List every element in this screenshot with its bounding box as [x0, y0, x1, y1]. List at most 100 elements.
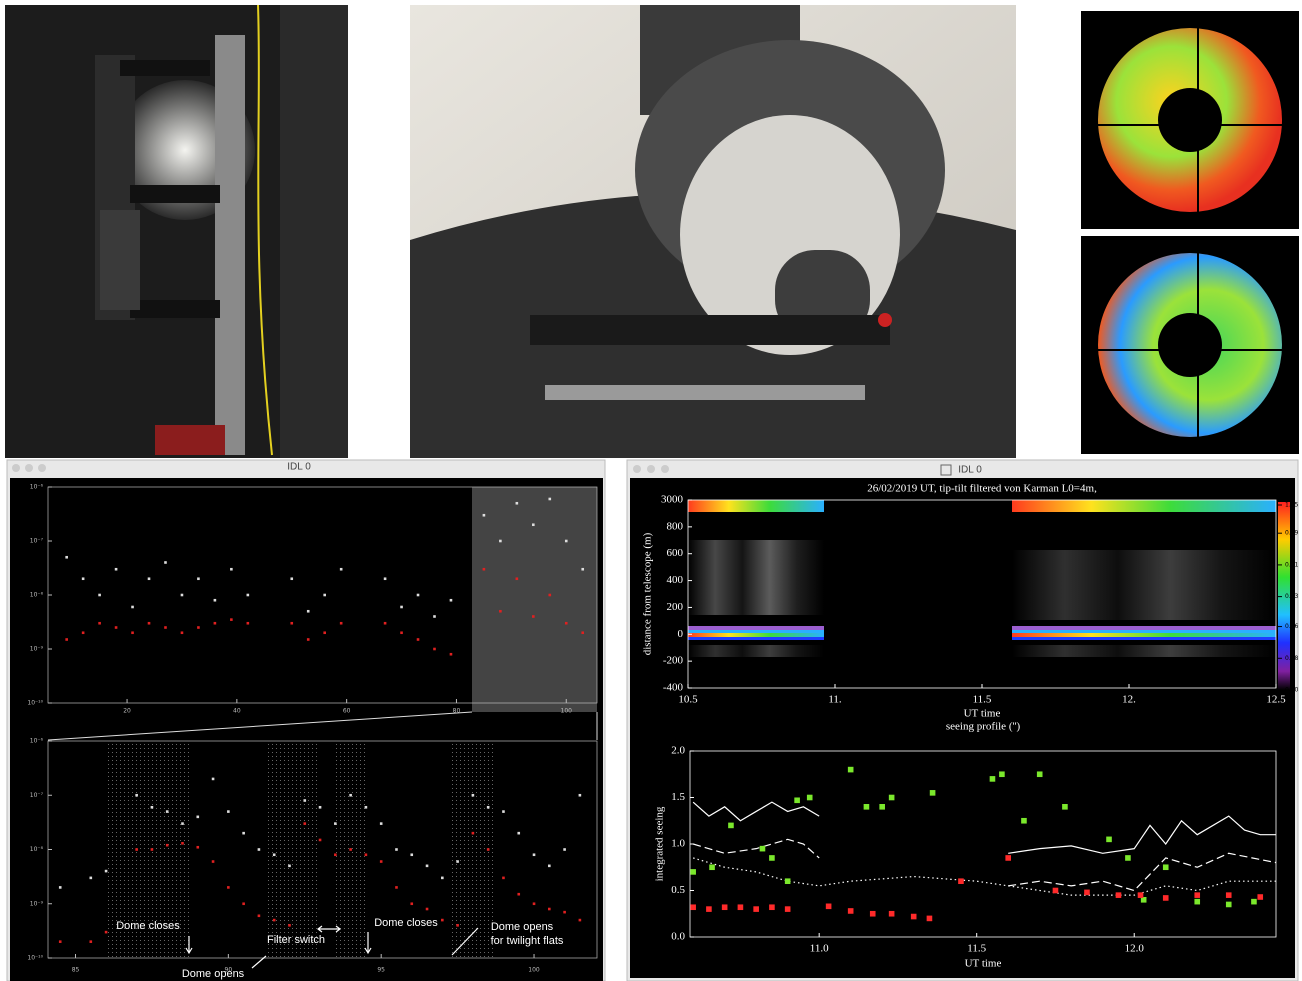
data-point	[721, 904, 728, 911]
data-point	[364, 853, 368, 857]
x-tick-label: 12.5	[1266, 694, 1286, 706]
x-axis-label: UT time	[964, 708, 1001, 720]
data-point	[926, 915, 933, 922]
data-point	[410, 902, 414, 906]
data-point	[486, 848, 490, 851]
window-title: IDL 0	[958, 465, 982, 476]
data-point	[502, 876, 505, 880]
annotation: Dome opens	[182, 968, 245, 980]
data-point	[104, 869, 108, 873]
data-point	[769, 904, 775, 911]
data-point	[211, 777, 215, 781]
data-point	[1162, 895, 1169, 901]
data-point	[1106, 836, 1112, 843]
data-point	[150, 805, 154, 809]
data-point	[1036, 771, 1043, 778]
photo-telescope	[410, 5, 1016, 458]
data-point	[98, 593, 101, 597]
data-point	[1062, 804, 1068, 810]
data-point	[400, 631, 403, 635]
data-point	[334, 853, 337, 857]
data-point	[230, 567, 233, 571]
x-tick-label: 100	[561, 708, 573, 715]
data-point	[150, 848, 154, 851]
colorbar	[1278, 502, 1290, 690]
x-tick-label: 11.0	[810, 943, 829, 955]
x-tick-label: 11.5	[967, 943, 986, 955]
data-point	[532, 853, 536, 857]
data-point	[433, 615, 436, 618]
data-point	[1084, 889, 1090, 896]
data-point	[441, 876, 444, 880]
colorbar-tick-label: 0.71	[1285, 561, 1299, 568]
data-point	[131, 631, 134, 635]
data-point	[213, 621, 217, 625]
data-point	[564, 539, 568, 543]
x-tick-label: 20	[123, 708, 131, 715]
data-point	[958, 878, 964, 884]
data-point	[1194, 892, 1201, 898]
data-point	[989, 776, 996, 782]
data-point	[227, 886, 230, 889]
data-point	[563, 910, 566, 914]
data-point	[339, 567, 343, 571]
idl-window-right: IDL 0	[626, 459, 1299, 981]
data-point	[888, 910, 895, 917]
data-point	[98, 621, 101, 625]
data-point	[257, 848, 261, 851]
data-point	[416, 593, 420, 597]
data-point	[196, 815, 200, 819]
data-point	[563, 848, 566, 851]
data-point	[334, 822, 337, 825]
data-point	[290, 577, 294, 581]
colorbar-tick-label: 1.05	[1285, 502, 1299, 509]
x-tick-label: 95	[377, 967, 385, 974]
y-axis-label: distance from telescope (m)	[642, 532, 654, 655]
annotation: Filter switch	[267, 934, 325, 946]
y-tick-label: 600	[667, 547, 684, 559]
data-point	[383, 577, 387, 581]
data-point	[197, 626, 200, 629]
chart-title: seeing profile ('')	[946, 721, 1021, 733]
data-point	[65, 555, 68, 559]
data-point	[410, 853, 414, 857]
data-point	[165, 810, 169, 813]
data-point	[272, 853, 276, 857]
x-tick-label: 90	[225, 967, 233, 974]
data-point	[81, 577, 85, 581]
data-point	[196, 845, 200, 849]
y-tick-label: 10⁻¹⁰	[27, 955, 43, 962]
data-point	[728, 822, 734, 829]
data-point	[737, 904, 744, 911]
data-point	[456, 860, 459, 863]
data-point	[482, 513, 486, 517]
y-tick-label: 10⁻⁶	[30, 738, 44, 745]
y-tick-label: 0	[678, 628, 684, 640]
x-tick-label: 85	[72, 967, 80, 974]
idl-window-left: IDL 0	[6, 459, 606, 981]
data-point	[213, 598, 217, 602]
data-point	[230, 618, 233, 621]
data-point	[147, 577, 151, 581]
data-point	[794, 797, 800, 804]
data-point	[272, 918, 276, 922]
data-point	[197, 577, 200, 581]
data-point	[246, 593, 250, 597]
data-point	[181, 842, 184, 845]
data-point	[1115, 892, 1122, 898]
data-point	[999, 771, 1005, 778]
data-point	[1194, 898, 1201, 905]
data-point	[869, 910, 876, 917]
colorbar-tick-label: 0.89	[1285, 530, 1299, 537]
data-point	[395, 848, 398, 851]
data-point	[81, 631, 85, 635]
data-point	[1225, 892, 1232, 898]
data-point	[1052, 887, 1059, 894]
x-tick-label: 12.0	[1125, 943, 1145, 955]
data-point	[165, 843, 169, 847]
y-tick-label: 1.0	[671, 838, 685, 850]
data-point	[242, 902, 245, 906]
data-point	[515, 577, 519, 581]
data-point	[709, 864, 715, 871]
data-point	[425, 864, 429, 868]
